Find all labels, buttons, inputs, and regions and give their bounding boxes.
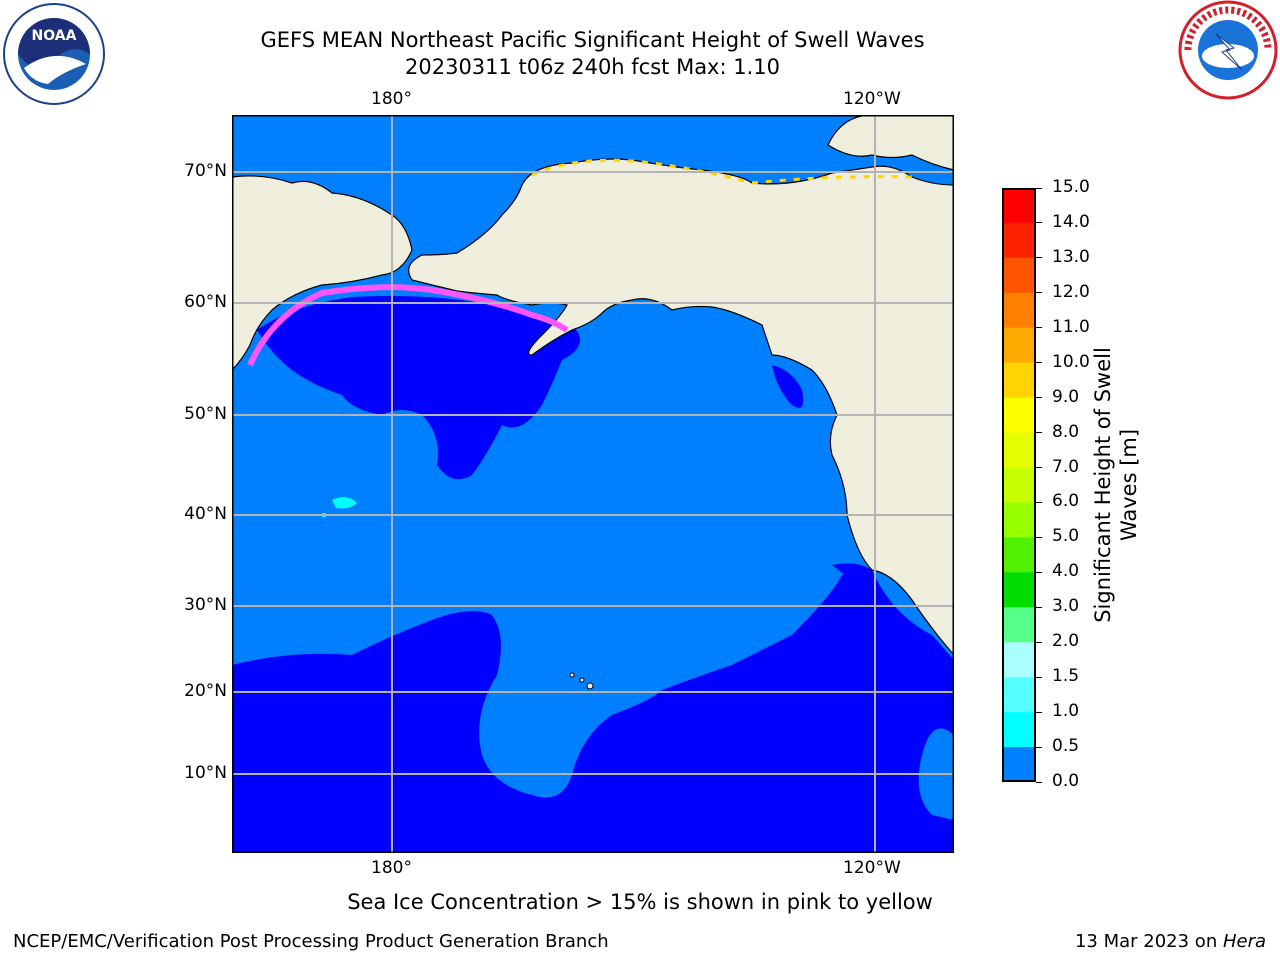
colorbar-tick-mark (1036, 711, 1042, 713)
lon-label-bottom-120w: 120°W (843, 858, 901, 878)
footer-machine: Hera (1222, 931, 1266, 952)
colorbar-segment (1002, 712, 1036, 748)
lon-label-bottom-180: 180° (371, 858, 412, 878)
noaa-logo: NOAA (3, 3, 105, 105)
colorbar-tick-label: 11.0 (1052, 316, 1090, 337)
sea-ice-bering (247, 284, 569, 367)
colorbar-tick-label: 1.5 (1052, 666, 1080, 687)
colorbar-segment (1002, 642, 1036, 678)
colorbar-tick-mark (1036, 676, 1042, 678)
colorbar-tick-mark (1036, 257, 1042, 259)
colorbar-segment (1002, 677, 1036, 713)
colorbar (1002, 188, 1036, 782)
colorbar-tick-label: 6.0 (1052, 491, 1080, 512)
colorbar-segment (1002, 502, 1036, 538)
colorbar-tick-label: 1.0 (1052, 701, 1080, 722)
lat-label-60n: 60°N (184, 292, 227, 312)
colorbar-segment (1002, 572, 1036, 608)
lat-label-10n: 10°N (184, 763, 227, 783)
colorbar-tick-label: 8.0 (1052, 421, 1080, 442)
colorbar-segment (1002, 188, 1036, 224)
colorbar-tick-mark (1036, 397, 1042, 399)
colorbar-segment (1002, 257, 1036, 294)
land-alaska-canada (408, 158, 954, 656)
colorbar-tick-mark (1036, 606, 1042, 608)
sea-ice-note: Sea Ice Concentration > 15% is shown in … (347, 890, 933, 914)
title-line-2: 20230311 t06z 240h fcst Max: 1.10 (405, 55, 780, 79)
map-gridlines (232, 115, 954, 853)
ocean-low-swell-coast (772, 365, 804, 408)
colorbar-tick-label: 14.0 (1052, 211, 1090, 232)
sea-ice-arctic (531, 158, 913, 185)
colorbar-tick-mark (1036, 536, 1042, 538)
colorbar-tick-mark (1036, 362, 1042, 364)
colorbar-tick-mark (1036, 327, 1042, 329)
ocean-cyan-patch (332, 497, 357, 509)
colorbar-tick-label: 2.0 (1052, 631, 1080, 652)
ocean-low-swell-north (257, 296, 580, 480)
colorbar-segment (1002, 292, 1036, 329)
lat-label-30n: 30°N (184, 595, 227, 615)
lat-label-70n: 70°N (184, 161, 227, 181)
ocean-low-swell-east-coast (832, 563, 954, 675)
colorbar-tick-mark (1036, 187, 1042, 189)
noaa-logo-text: NOAA (32, 28, 77, 44)
colorbar-tick-mark (1036, 432, 1042, 434)
colorbar-segment (1002, 747, 1036, 782)
colorbar-tick-label: 5.0 (1052, 526, 1080, 547)
colorbar-tick-label: 15.0 (1052, 177, 1090, 197)
colorbar-tick-label: 9.0 (1052, 386, 1080, 407)
lon-label-top-180: 180° (371, 89, 412, 109)
colorbar-tick-label: 13.0 (1052, 246, 1090, 267)
colorbar-tick-mark (1036, 641, 1042, 643)
colorbar-tick-mark (1036, 781, 1042, 783)
land-siberia (232, 175, 413, 371)
lat-label-20n: 20°N (184, 681, 227, 701)
map-plot (232, 115, 954, 853)
footer-right: 13 Mar 2023 on Hera (1075, 931, 1266, 952)
colorbar-tick-mark (1036, 292, 1042, 294)
lat-label-50n: 50°N (184, 404, 227, 424)
colorbar-tick-mark (1036, 571, 1042, 573)
colorbar-segment (1002, 432, 1036, 469)
colorbar-tick-label: 10.0 (1052, 351, 1090, 372)
lon-label-top-120w: 120°W (843, 89, 901, 109)
colorbar-label-line-1: Significant Height of Swell (1091, 347, 1115, 623)
colorbar-segment (1002, 397, 1036, 434)
colorbar-tick-label: 12.0 (1052, 281, 1090, 302)
colorbar-tick-mark (1036, 222, 1042, 224)
footer-date: 13 Mar 2023 on (1074, 931, 1223, 952)
lat-label-40n: 40°N (184, 504, 227, 524)
colorbar-segment (1002, 467, 1036, 503)
colorbar-tick-label: 7.0 (1052, 456, 1080, 477)
colorbar-segment (1002, 327, 1036, 364)
footer-left: NCEP/EMC/Verification Post Processing Pr… (13, 931, 609, 952)
colorbar-segment (1002, 607, 1036, 643)
colorbar-tick-label: 4.0 (1052, 561, 1080, 582)
ocean-low-swell-south (232, 571, 954, 853)
land-northern-canada (827, 115, 954, 171)
colorbar-label-line-2: Waves [m] (1117, 428, 1141, 542)
colorbar-tick-mark (1036, 501, 1042, 503)
colorbar-tick-mark (1036, 467, 1042, 469)
colorbar-tick-label: 0.5 (1052, 736, 1080, 757)
colorbar-segment (1002, 222, 1036, 259)
nws-logo (1178, 0, 1278, 100)
colorbar-tick-label: 3.0 (1052, 596, 1080, 617)
colorbar-segment (1002, 537, 1036, 573)
colorbar-tick-label: 0.0 (1052, 771, 1080, 791)
colorbar-tick-mark (1036, 746, 1042, 748)
land-hawaii (586, 682, 594, 690)
colorbar-segment (1002, 362, 1036, 399)
title-line-1: GEFS MEAN Northeast Pacific Significant … (260, 28, 925, 52)
